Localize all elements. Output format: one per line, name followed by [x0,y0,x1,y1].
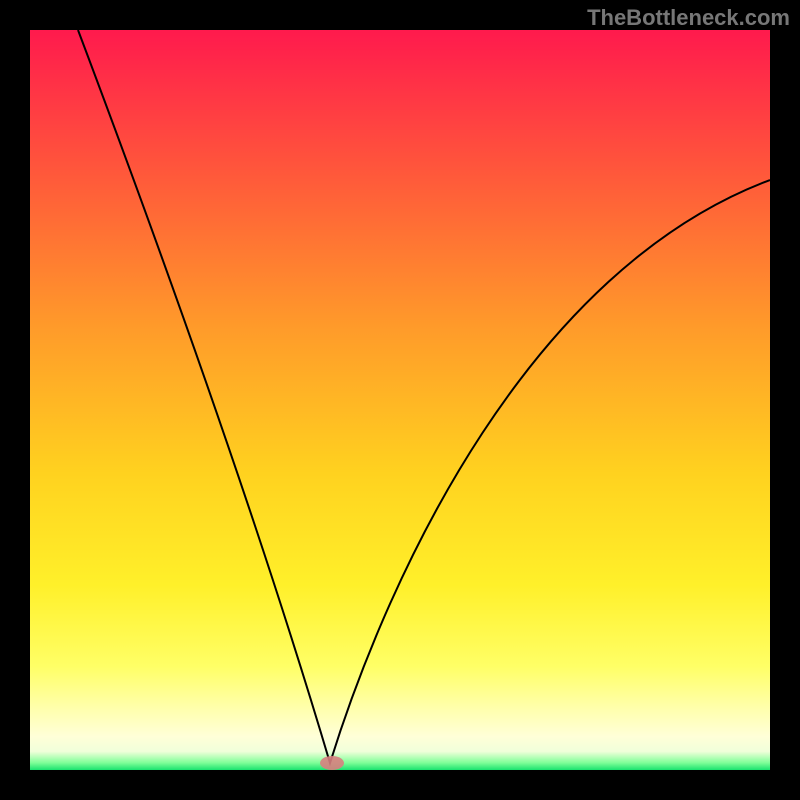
watermark-text: TheBottleneck.com [587,5,790,31]
gradient-background [30,30,770,770]
plot-area [30,30,770,770]
chart-container: TheBottleneck.com [0,0,800,800]
apex-marker [320,756,344,770]
